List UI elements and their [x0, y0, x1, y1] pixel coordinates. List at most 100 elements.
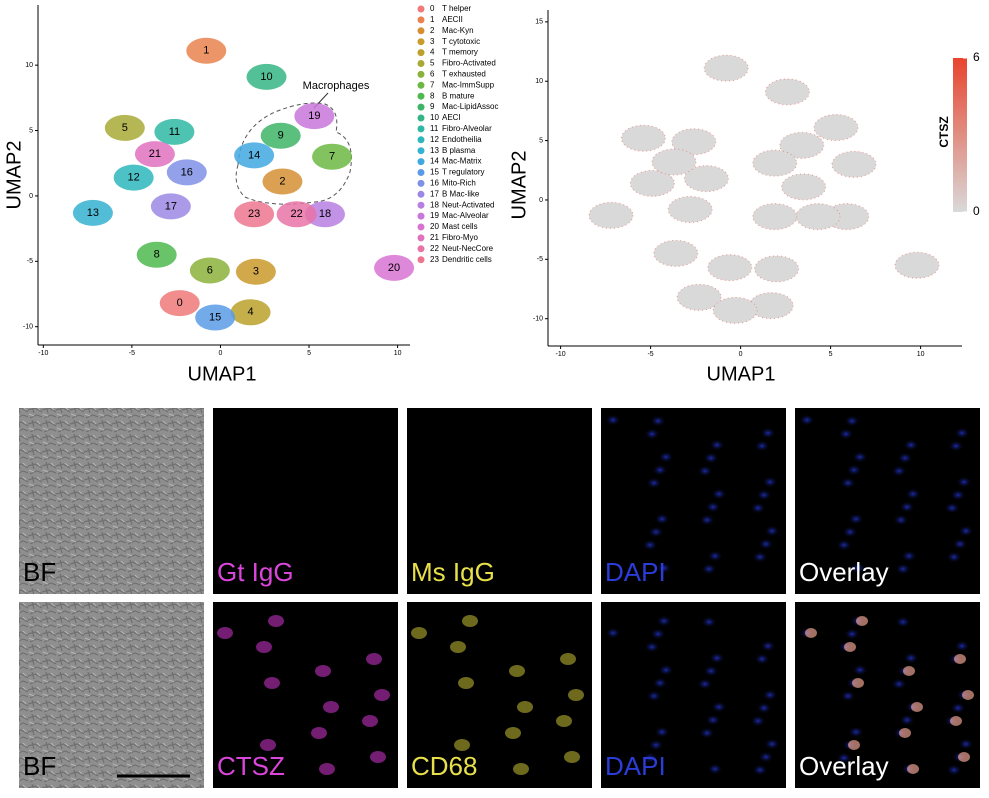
cell	[656, 562, 672, 574]
micrograph	[407, 408, 592, 594]
cell	[707, 550, 723, 562]
colorbar	[953, 58, 967, 212]
cell	[658, 451, 674, 463]
legend-label: Fibro-Activated	[442, 59, 496, 68]
legend-swatch	[417, 201, 425, 209]
annotation: Macrophages	[303, 80, 370, 92]
cell	[646, 477, 662, 489]
cluster	[234, 142, 275, 169]
cell	[762, 689, 778, 701]
cluster	[159, 290, 200, 317]
cell	[754, 653, 770, 665]
cell-cluster	[620, 124, 666, 152]
cluster-label: 4	[248, 306, 254, 318]
cluster	[262, 168, 303, 195]
cell	[648, 739, 664, 751]
cell	[752, 764, 768, 776]
legend-label: Mac-Kyn	[442, 26, 474, 35]
cell-cluster	[651, 148, 697, 176]
cell-cluster	[629, 169, 675, 197]
cell	[956, 476, 972, 488]
legend-id: 15	[430, 168, 439, 177]
cell	[842, 526, 858, 538]
cluster	[374, 254, 415, 281]
cluster	[104, 114, 145, 141]
cell	[366, 653, 382, 665]
legend-id: 4	[430, 48, 435, 57]
micrograph	[19, 602, 204, 788]
legend-label: Neut-NecCore	[442, 244, 494, 253]
cluster	[260, 122, 301, 149]
legend-id: 14	[430, 157, 439, 166]
cluster-label: 22	[291, 208, 303, 220]
cell	[891, 465, 907, 477]
cluster	[166, 159, 207, 186]
legend-id: 7	[430, 80, 435, 89]
cell	[513, 763, 529, 775]
cell	[650, 628, 666, 640]
legend-swatch	[417, 223, 425, 231]
cell	[658, 664, 674, 676]
legend-id: 5	[430, 59, 435, 68]
cell-cluster	[703, 54, 749, 82]
cluster-label: 23	[248, 208, 260, 220]
cell-cluster	[588, 201, 634, 229]
x-tick-label: 10	[394, 350, 402, 357]
cell-cluster	[748, 292, 794, 320]
legend-swatch	[417, 125, 425, 133]
cell	[891, 678, 907, 690]
legend-swatch	[417, 38, 425, 46]
cell	[762, 476, 778, 488]
legend-id: 11	[430, 124, 439, 133]
cell	[838, 428, 854, 440]
cluster-label: 13	[87, 207, 99, 219]
legend-label: Mito-Rich	[442, 179, 476, 188]
cell	[556, 715, 572, 727]
cell	[756, 702, 772, 714]
micrograph	[601, 602, 786, 788]
legend-id: 8	[430, 91, 435, 100]
cell	[899, 728, 911, 738]
image-panels: BF Gt IgG Ms IgG DAPI Overlay BF CTSZ CD68 DAPI O…	[19, 408, 980, 788]
cell	[564, 751, 580, 763]
cell-cluster	[653, 239, 699, 267]
cell	[509, 665, 525, 677]
cell	[709, 652, 725, 664]
y-tick-label: -10	[533, 316, 543, 323]
cell	[711, 701, 727, 713]
cell	[954, 640, 970, 652]
cell	[893, 514, 909, 526]
cell	[897, 452, 913, 464]
legend-swatch	[417, 212, 425, 220]
cluster	[154, 118, 195, 145]
x-axis-title: UMAP1	[188, 363, 257, 385]
legend-id: 21	[430, 233, 439, 242]
cell	[758, 538, 774, 550]
micrograph	[407, 602, 592, 788]
cell	[848, 740, 860, 750]
cell	[764, 525, 780, 537]
panel-label: CD68	[411, 751, 477, 781]
legend-label: Mac-ImmSupp	[442, 80, 495, 89]
legend-id: 13	[430, 146, 439, 155]
cell	[750, 502, 766, 514]
cell	[911, 702, 923, 712]
cluster	[186, 37, 227, 64]
cell-cluster	[752, 203, 798, 231]
colorbar-title: CTSZ	[937, 116, 951, 147]
cell-cluster	[813, 114, 859, 142]
cell	[950, 702, 966, 714]
legend-id: 16	[430, 179, 439, 188]
cell	[705, 501, 721, 513]
cluster-label: 11	[169, 126, 180, 138]
legend-id: 20	[430, 222, 439, 231]
cell-cluster	[894, 251, 940, 279]
cell-cluster	[781, 173, 827, 201]
panel-label: BF	[23, 751, 56, 781]
cell	[644, 428, 660, 440]
cell	[650, 415, 666, 427]
cell	[750, 715, 766, 727]
cell-cluster	[752, 149, 798, 177]
cell	[756, 489, 772, 501]
